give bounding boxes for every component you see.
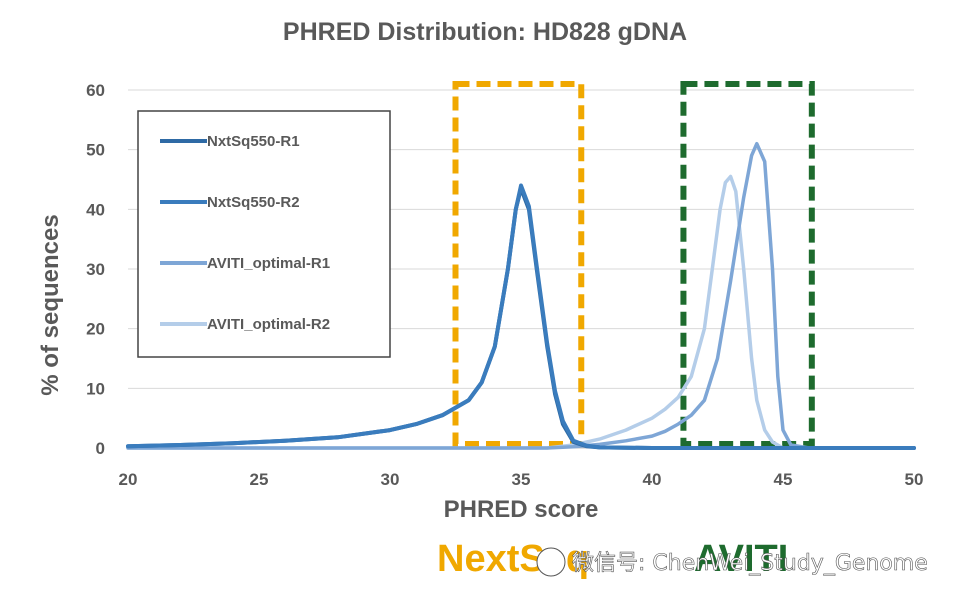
- annotation-boxes: [452, 81, 815, 448]
- x-tick-label: 40: [643, 470, 662, 489]
- legend-label: NxtSq550-R2: [207, 194, 300, 211]
- legend-items: NxtSq550-R1 NxtSq550-R2 AVITI_optimal-R1 AV…: [160, 133, 330, 333]
- legend: NxtSq550-R1 NxtSq550-R2 AVITI_optimal-R1 AV…: [137, 110, 391, 358]
- chart-title: PHRED Distribution: HD828 gDNA: [283, 18, 687, 46]
- legend-label: NxtSq550-R1: [207, 133, 300, 150]
- y-tick-label: 0: [96, 439, 105, 458]
- x-tick-label: 25: [250, 470, 269, 489]
- axis-ticks: 0 10 20 30 40 50 60 20 25 30 35 40 45 50: [86, 81, 923, 489]
- watermark: 微信号: ChenWei_Study_Genome: [536, 547, 928, 577]
- y-tick-label: 40: [86, 200, 105, 219]
- y-tick-label: 30: [86, 260, 105, 279]
- y-tick-label: 60: [86, 81, 105, 100]
- x-tick-label: 50: [905, 470, 924, 489]
- aviti-highlight-box: [680, 81, 815, 448]
- y-tick-label: 50: [86, 141, 105, 160]
- y-axis-label: % of sequences: [37, 214, 64, 395]
- aviti-caption: AVITI: [694, 538, 788, 580]
- y-tick-label: 20: [86, 320, 105, 339]
- wechat-icon: [536, 547, 566, 577]
- x-tick-label: 30: [381, 470, 400, 489]
- series-lines: [126, 141, 916, 450]
- x-tick-label: 20: [119, 470, 138, 489]
- legend-label: AVITI_optimal-R2: [207, 316, 330, 333]
- nextseq-caption: NextSeq: [437, 538, 589, 580]
- legend-label: AVITI_optimal-R1: [207, 255, 330, 272]
- series-line-aviti-optimal-r2: [126, 174, 916, 450]
- series-line-nxtsq550-r2: [126, 183, 916, 450]
- watermark-text: 微信号: ChenWei_Study_Genome: [572, 551, 928, 576]
- x-tick-label: 45: [774, 470, 793, 489]
- y-tick-label: 10: [86, 379, 105, 398]
- x-axis-label: PHRED score: [444, 496, 599, 523]
- nextseq-highlight-box: [452, 81, 585, 448]
- x-tick-label: 35: [512, 470, 531, 489]
- legend-frame: [137, 110, 391, 358]
